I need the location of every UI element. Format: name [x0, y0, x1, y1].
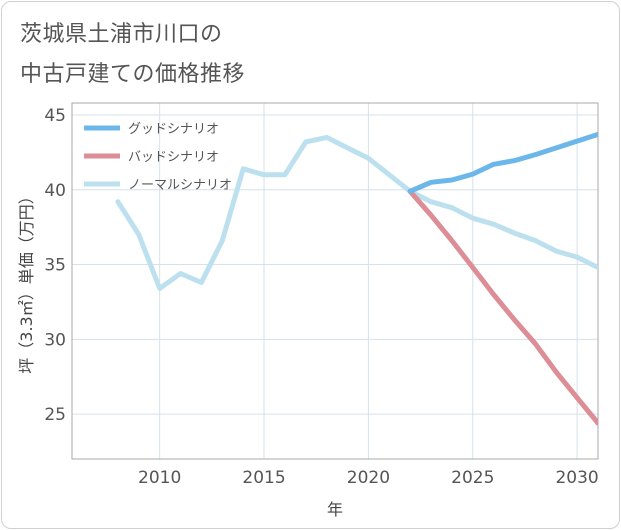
legend-label-good: グッドシナリオ: [128, 122, 219, 137]
series-lines: [115, 131, 598, 426]
grid: [72, 103, 598, 459]
y-tick-label: 35: [44, 256, 66, 276]
chart-title-line-1: 茨城県土浦市川口の: [20, 22, 223, 47]
legend-label-normal: ノーマルシナリオ: [128, 178, 232, 193]
series-line-normal: [115, 134, 598, 291]
legend-label-bad: バッドシナリオ: [128, 150, 219, 165]
y-tick-label: 30: [44, 330, 66, 350]
y-tick-label: 40: [44, 181, 66, 201]
series-line-bad: [407, 188, 598, 426]
x-tick-label: 2015: [242, 468, 285, 488]
x-tick-label: 2010: [138, 468, 181, 488]
y-axis-title: 坪（3.3㎡）単価（万円）: [17, 188, 36, 373]
tick-labels: 2010 2015 2020 2025 2030 25 30 35 40 45: [44, 106, 598, 488]
plot-area-frame: [71, 102, 599, 460]
x-axis-title: 年: [327, 500, 343, 519]
x-tick-label: 2025: [451, 468, 494, 488]
series-line-good: [407, 131, 598, 194]
x-tick-label: 2020: [347, 468, 390, 488]
chart-title-line-2: 中古戸建ての価格推移: [20, 62, 246, 87]
x-tick-label: 2030: [555, 468, 598, 488]
y-tick-label: 25: [44, 405, 66, 425]
y-tick-label: 45: [44, 106, 66, 126]
